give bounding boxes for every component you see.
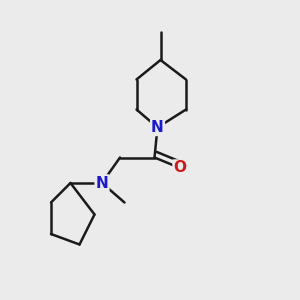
Text: O: O (173, 160, 187, 175)
Text: N: N (96, 176, 108, 190)
Text: N: N (151, 120, 164, 135)
